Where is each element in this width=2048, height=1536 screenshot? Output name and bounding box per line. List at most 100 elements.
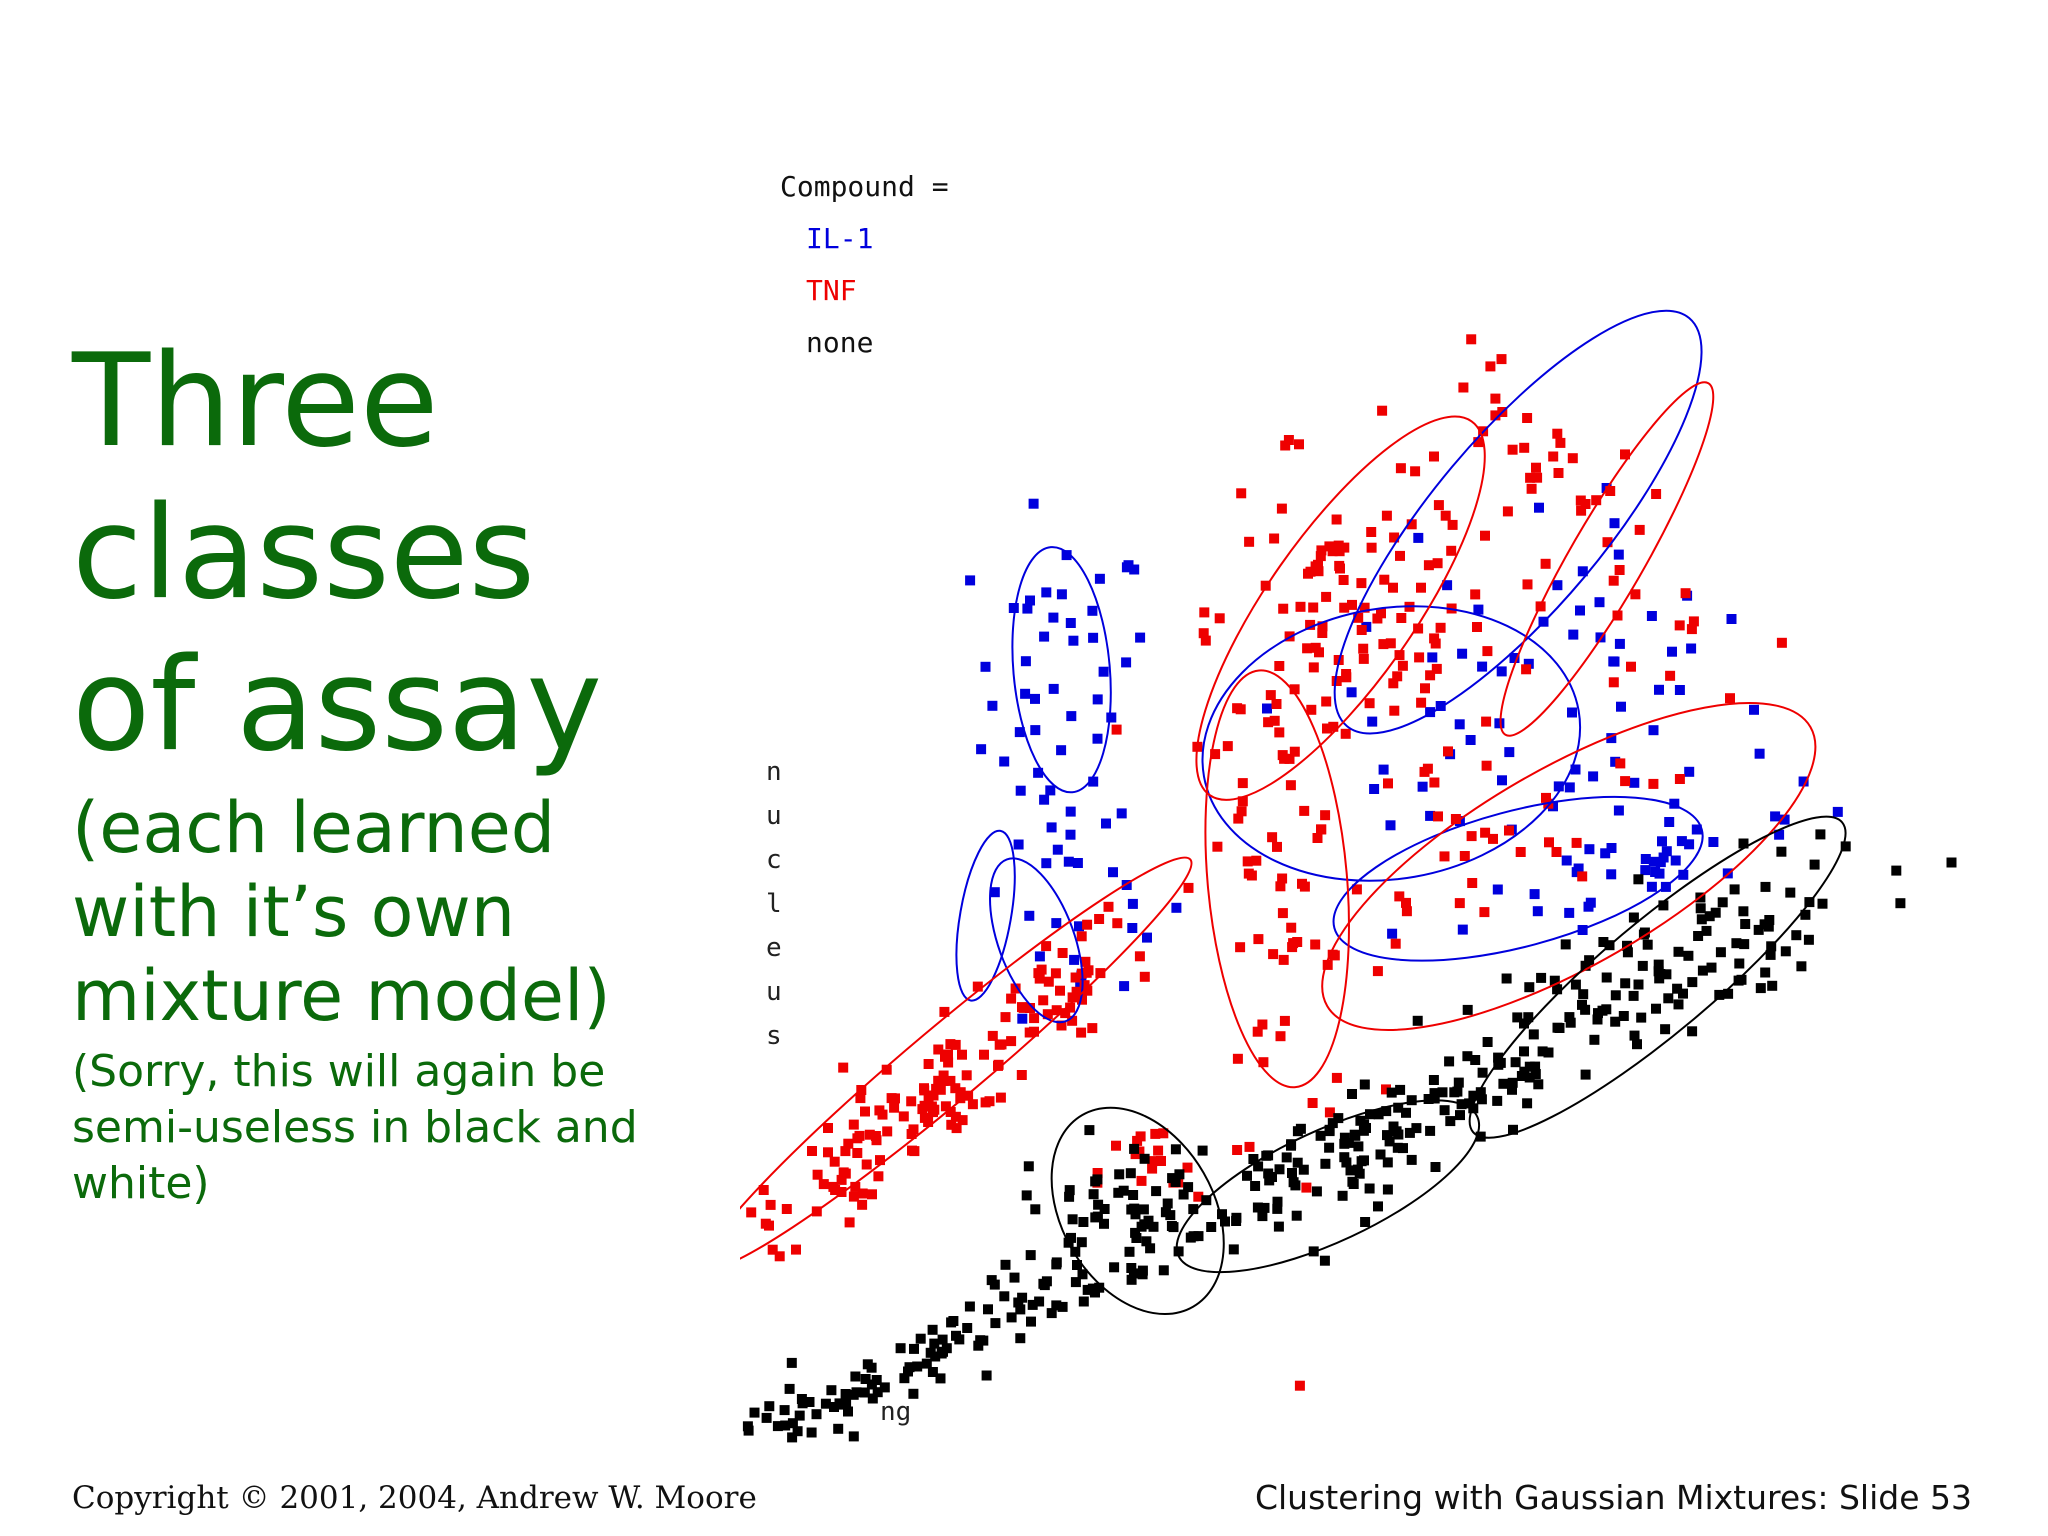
data-point-none <box>1618 1011 1629 1021</box>
data-point-none <box>1072 1260 1082 1270</box>
data-point-tnf <box>1515 847 1526 857</box>
data-point-none <box>1076 1237 1087 1248</box>
data-point-il-1 <box>1435 701 1446 711</box>
data-point-tnf <box>781 1204 792 1214</box>
data-point-none <box>1530 1069 1541 1079</box>
data-point-none <box>1800 909 1811 920</box>
data-point-none <box>1217 1209 1227 1220</box>
data-point-none <box>1382 1184 1393 1195</box>
data-point-none <box>1683 950 1694 961</box>
data-point-tnf <box>1630 589 1641 600</box>
data-point-none <box>820 1398 831 1409</box>
data-point-none <box>1231 1212 1242 1223</box>
data-point-none <box>1468 1103 1479 1114</box>
data-point-none <box>1130 1227 1141 1238</box>
data-point-tnf <box>1130 1149 1141 1160</box>
data-point-il-1 <box>1770 811 1781 822</box>
data-point-none <box>1475 1087 1486 1098</box>
data-point-none <box>1090 1212 1101 1223</box>
data-point-tnf <box>828 1181 839 1192</box>
data-point-tnf <box>1034 973 1045 984</box>
data-point-tnf <box>1267 832 1278 843</box>
data-point-tnf <box>1289 684 1300 695</box>
data-point-tnf <box>1358 643 1369 654</box>
data-point-il-1 <box>1669 798 1680 809</box>
data-point-none <box>1267 1172 1277 1182</box>
data-point-none <box>1653 966 1664 977</box>
data-point-tnf <box>1552 428 1563 439</box>
data-point-tnf <box>1331 514 1342 525</box>
data-point-none <box>1653 959 1664 970</box>
data-point-tnf <box>855 1093 866 1104</box>
data-point-none <box>1673 999 1684 1010</box>
data-point-il-1 <box>1832 806 1843 817</box>
data-point-tnf <box>1235 704 1246 715</box>
data-point-none <box>1084 1125 1095 1136</box>
data-point-none <box>1406 1154 1417 1165</box>
data-point-none <box>1158 1265 1169 1276</box>
data-point-il-1 <box>1646 881 1657 892</box>
data-point-none <box>792 1426 803 1437</box>
data-point-tnf <box>908 1124 919 1135</box>
data-point-tnf <box>1458 382 1469 393</box>
data-point-none <box>1510 1057 1521 1068</box>
data-point-none <box>1411 1123 1422 1134</box>
data-point-none <box>1206 1222 1217 1232</box>
data-point-tnf <box>1289 746 1300 757</box>
data-point-tnf <box>1193 1191 1204 1202</box>
data-point-tnf <box>1278 603 1289 614</box>
data-point-none <box>978 1335 989 1346</box>
data-point-tnf <box>1431 663 1442 674</box>
data-point-il-1 <box>1367 716 1378 727</box>
data-point-tnf <box>1274 661 1285 671</box>
data-point-tnf <box>1232 1053 1243 1064</box>
data-point-none <box>1803 934 1814 945</box>
data-point-none <box>1013 1297 1024 1308</box>
data-point-none <box>843 1406 853 1417</box>
data-point-tnf <box>1571 837 1582 848</box>
data-point-il-1 <box>1098 666 1109 677</box>
data-point-tnf <box>1067 992 1078 1003</box>
data-point-tnf <box>1006 1036 1017 1047</box>
data-point-none <box>1382 1130 1392 1141</box>
data-point-tnf <box>812 1169 823 1180</box>
data-point-none <box>867 1393 878 1404</box>
data-point-tnf <box>1522 579 1533 590</box>
data-point-none <box>1610 1016 1621 1027</box>
data-point-tnf <box>1614 565 1625 575</box>
data-point-none <box>908 1388 919 1399</box>
data-point-tnf <box>1389 532 1400 543</box>
cluster-ellipse-il-1 <box>1201 605 1582 882</box>
data-point-none <box>1444 1056 1455 1067</box>
data-point-il-1 <box>1564 782 1575 793</box>
data-point-none <box>1780 946 1791 957</box>
data-point-il-1 <box>1726 614 1737 624</box>
data-point-none <box>1449 1087 1460 1098</box>
data-point-tnf <box>933 1044 944 1055</box>
data-point-none <box>1589 1034 1600 1045</box>
data-point-il-1 <box>1065 829 1076 840</box>
data-point-tnf <box>871 1135 882 1146</box>
data-point-tnf <box>972 981 983 992</box>
data-point-none <box>1345 1165 1356 1176</box>
data-point-tnf <box>1200 635 1211 646</box>
data-point-tnf <box>940 1051 950 1062</box>
data-point-none <box>1755 983 1766 994</box>
data-point-tnf <box>1507 444 1518 455</box>
data-point-none <box>1030 1204 1041 1215</box>
data-point-tnf <box>867 1189 877 1200</box>
cluster-ellipse-tnf <box>1321 702 1817 1031</box>
data-point-none <box>927 1324 938 1335</box>
data-point-il-1 <box>1129 564 1140 575</box>
data-point-none <box>964 1301 975 1312</box>
data-point-none <box>848 1431 859 1442</box>
data-point-il-1 <box>1648 725 1659 736</box>
data-point-none <box>851 1387 862 1398</box>
data-point-tnf <box>1776 637 1787 648</box>
data-point-tnf <box>882 1126 893 1137</box>
data-point-il-1 <box>1041 587 1052 598</box>
data-point-tnf <box>961 1070 972 1081</box>
data-point-tnf <box>1379 574 1390 585</box>
data-point-tnf <box>1042 1009 1053 1020</box>
data-point-tnf <box>1258 1057 1269 1068</box>
